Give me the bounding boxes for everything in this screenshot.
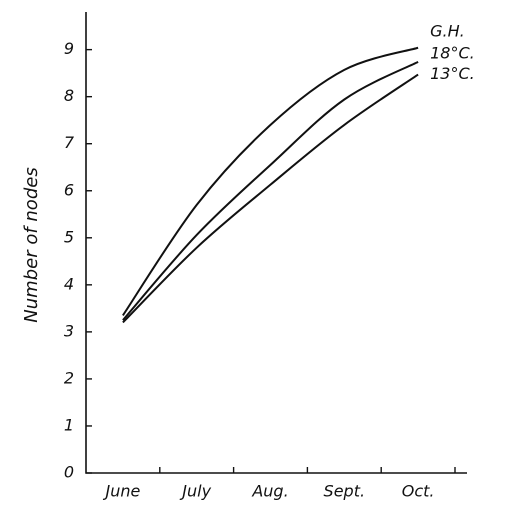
y-tick-label: 1 xyxy=(64,415,74,434)
x-tick-label: July xyxy=(179,482,211,501)
x-tick-label: Oct. xyxy=(402,482,435,501)
y-tick-label: 7 xyxy=(64,133,75,152)
x-tick-label: Sept. xyxy=(324,482,366,501)
y-tick-label: 8 xyxy=(64,86,74,105)
series-label: G.H. xyxy=(430,21,465,40)
y-tick-label: 3 xyxy=(64,321,74,340)
line-series xyxy=(122,46,419,316)
y-tick-label: 5 xyxy=(64,227,74,246)
x-tick-label: Aug. xyxy=(251,482,288,501)
x-tick-label: June xyxy=(102,482,140,501)
y-tick-label: 2 xyxy=(64,368,74,387)
y-tick-label: 0 xyxy=(64,463,74,482)
series-label: 18°C. xyxy=(430,43,475,62)
y-axis-label: Number of nodes xyxy=(21,167,42,322)
y-tick-label: 6 xyxy=(64,180,74,199)
y-tick-label: 4 xyxy=(64,274,74,293)
line-series xyxy=(122,60,419,321)
y-tick-label: 9 xyxy=(64,39,74,58)
series-label: 13°C. xyxy=(430,64,475,83)
line-series xyxy=(122,73,419,324)
